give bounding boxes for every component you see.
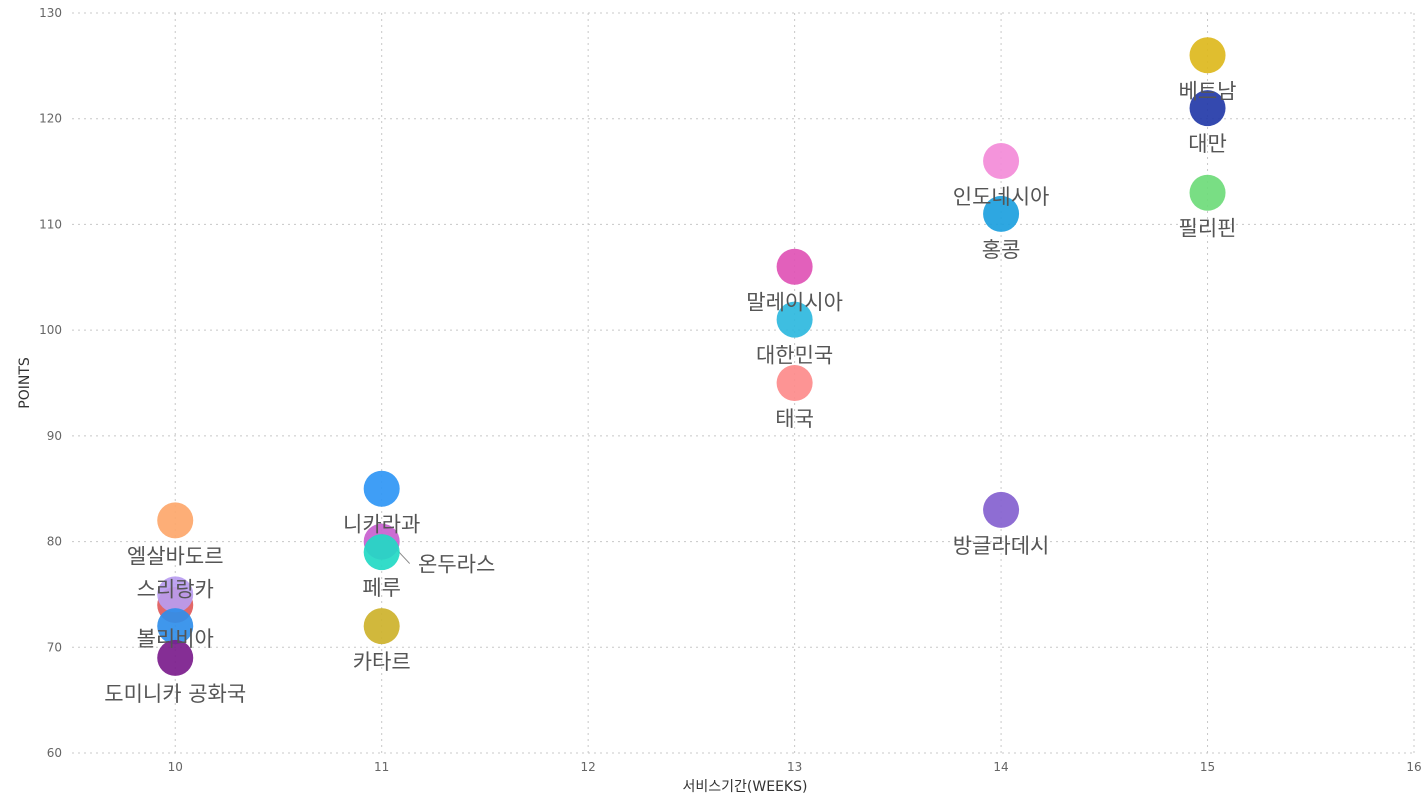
grid-layer: [72, 12, 1415, 754]
x-tick-label: 13: [787, 760, 802, 774]
point-label: 볼리비아: [137, 627, 214, 651]
data-point[interactable]: [157, 576, 194, 613]
y-tick-label: 130: [39, 6, 62, 20]
point-label: 방글라데시: [953, 534, 1050, 558]
y-tick-label: 100: [39, 323, 62, 337]
x-tick-label: 11: [374, 760, 389, 774]
y-tick-label: 110: [39, 217, 62, 231]
data-point[interactable]: [1189, 174, 1226, 211]
data-point[interactable]: [363, 534, 400, 571]
point-label: 베트남: [1179, 79, 1237, 103]
point-label: 스리랑카: [137, 577, 214, 601]
point-layer: [157, 37, 1226, 676]
data-point[interactable]: [157, 502, 194, 539]
point-label: 대한민국: [756, 344, 833, 368]
x-tick-label: 10: [168, 760, 183, 774]
y-axis-title: POINTS: [17, 357, 33, 409]
data-point[interactable]: [776, 301, 813, 338]
data-point[interactable]: [983, 195, 1020, 232]
point-label: 홍콩: [982, 238, 1021, 262]
point-label: 엘살바도르: [127, 544, 224, 568]
point-label: 온두라스: [418, 553, 495, 577]
point-label: 태국: [775, 407, 814, 431]
point-label: 페루: [362, 576, 401, 600]
y-tick-label: 80: [47, 535, 62, 549]
point-label: 말레이시아: [746, 291, 843, 315]
point-label: 니카라과: [343, 513, 420, 537]
data-point[interactable]: [1189, 37, 1226, 74]
axis-layer: 60 70 80 90 100 110 120 130 10 11 12 13 14 15 16: [39, 6, 1422, 774]
y-tick-label: 60: [47, 746, 62, 760]
x-tick-label: 12: [581, 760, 596, 774]
y-tick-label: 70: [47, 640, 62, 654]
data-point[interactable]: [776, 248, 813, 285]
data-point[interactable]: [363, 608, 400, 645]
data-point[interactable]: [157, 639, 194, 676]
x-tick-label: 16: [1406, 760, 1421, 774]
y-tick-label: 90: [47, 429, 62, 443]
x-tick-label: 15: [1200, 760, 1215, 774]
data-point[interactable]: [363, 470, 400, 507]
x-tick-label: 14: [993, 760, 1008, 774]
point-label: 대만: [1188, 132, 1227, 156]
point-label: 카타르: [353, 650, 411, 674]
data-point[interactable]: [983, 143, 1020, 179]
y-tick-label: 120: [39, 112, 62, 126]
data-point[interactable]: [983, 491, 1020, 528]
data-point[interactable]: [1189, 90, 1226, 127]
point-label: 인도네시아: [953, 185, 1050, 209]
point-label: 도미니카 공화국: [104, 682, 246, 706]
data-point[interactable]: [157, 608, 194, 645]
point-label: 필리핀: [1179, 217, 1237, 241]
x-axis-title: 서비스기간(WEEKS): [683, 779, 808, 795]
data-point[interactable]: [776, 365, 813, 401]
